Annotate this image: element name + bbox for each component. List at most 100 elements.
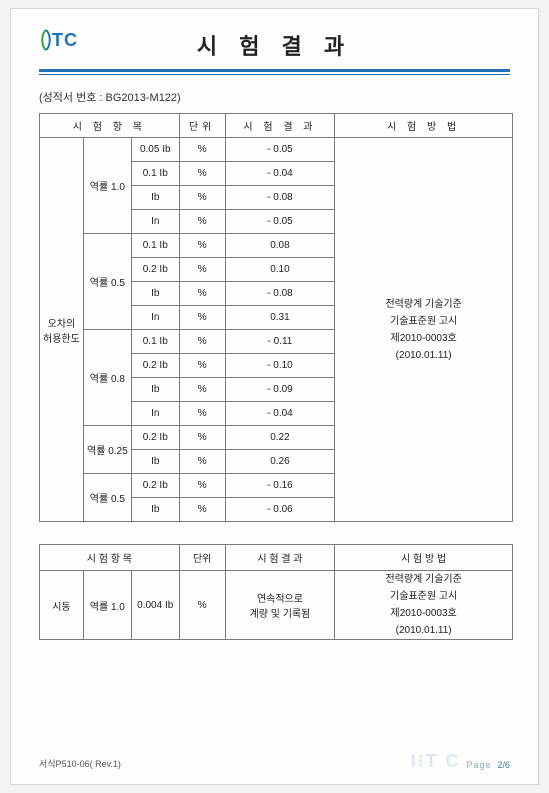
cell-unit: % [179, 210, 225, 234]
cell-unit: % [179, 571, 225, 640]
method-line: 전력량계 기술기준 [335, 296, 512, 313]
cell-unit: % [179, 498, 225, 522]
method-line: 전력량계 기술기준 [335, 571, 512, 588]
cell-load: 0.004 Ib [131, 571, 179, 640]
method-line: 기술표준원 고시 [335, 313, 512, 330]
cell-load: 0.1 Ib [131, 330, 179, 354]
cell-result: 0.10 [225, 258, 335, 282]
cell-result: 0.22 [225, 426, 335, 450]
cell-result: - 0.04 [225, 402, 335, 426]
cell-load: In [131, 210, 179, 234]
header: TC 시 험 결 과 [39, 27, 510, 63]
ktc-logo-mark [39, 29, 53, 51]
col-result: 시 험 결 과 [225, 545, 335, 571]
cell-result: - 0.11 [225, 330, 335, 354]
form-number: 서식P510-06( Rev.1) [39, 757, 121, 770]
report-number-close: ) [177, 92, 181, 104]
cell-result: - 0.05 [225, 210, 335, 234]
footer: 서식P510-06( Rev.1) I⁝T C Page 2/6 [39, 749, 510, 770]
cell-method: 전력량계 기술기준 기술표준원 고시 제2010-0003호 (2010.01.… [335, 571, 513, 640]
cell-result: 0.31 [225, 306, 335, 330]
cell-result: 연속적으로 계량 및 기록됨 [225, 571, 335, 640]
footer-watermark-logo: I⁝T C [411, 751, 461, 772]
cell-result: - 0.08 [225, 282, 335, 306]
cell-load: Ib [131, 282, 179, 306]
cell-load: Ib [131, 498, 179, 522]
cell-load: 0.1 Ib [131, 234, 179, 258]
method-line: 기술표준원 고시 [335, 588, 512, 605]
cell-unit: % [179, 354, 225, 378]
cell-load: 0.2 Ib [131, 426, 179, 450]
ktc-logo-text: TC [52, 30, 78, 51]
cell-result: - 0.10 [225, 354, 335, 378]
page-number: Page 2/6 [466, 760, 510, 770]
cell-result: - 0.16 [225, 474, 335, 498]
cell-result: - 0.04 [225, 162, 335, 186]
cell-power-factor: 역률 0.5 [83, 234, 131, 330]
cell-load: 0.2 Ib [131, 354, 179, 378]
cell-unit: % [179, 138, 225, 162]
cell-result: - 0.06 [225, 498, 335, 522]
cell-power-factor: 역률 0.5 [83, 474, 131, 522]
cell-load: Ib [131, 378, 179, 402]
col-item: 시 험 항 목 [40, 545, 180, 571]
cell-result: 0.08 [225, 234, 335, 258]
cell-pf: 역률 1.0 [83, 571, 131, 640]
method-line: (2010.01.11) [335, 622, 512, 639]
report-number: (성적서 번호 : BG2013-M122) [39, 89, 510, 105]
cell-unit: % [179, 330, 225, 354]
col-unit: 단위 [179, 114, 225, 138]
results-table-2: 시 험 항 목 단위 시 험 결 과 시 험 방 법 시동 역률 1.0 0.0… [39, 544, 513, 640]
table-1-header-row: 시 험 항 목 단위 시 험 결 과 시 험 방 법 [40, 114, 513, 138]
footer-right: I⁝T C Page 2/6 [411, 749, 510, 770]
method-line: 제2010-0003호 [335, 330, 512, 347]
cell-unit: % [179, 282, 225, 306]
cell-unit: % [179, 474, 225, 498]
header-rule-thick [39, 69, 510, 72]
table-2-header-row: 시 험 항 목 단위 시 험 결 과 시 험 방 법 [40, 545, 513, 571]
report-number-value: BG2013-M122 [106, 92, 178, 104]
cell-unit: % [179, 162, 225, 186]
cell-load: Ib [131, 186, 179, 210]
cell-unit: % [179, 234, 225, 258]
cell-result: - 0.08 [225, 186, 335, 210]
cell-unit: % [179, 258, 225, 282]
results-table-1: 시 험 항 목 단위 시 험 결 과 시 험 방 법 오차의허용한도역률 1.0… [39, 113, 513, 522]
cell-power-factor: 역률 0.25 [83, 426, 131, 474]
page-container: TC 시 험 결 과 (성적서 번호 : BG2013-M122) 시 험 항 … [10, 8, 539, 785]
cell-unit: % [179, 402, 225, 426]
page-label: Page [466, 760, 491, 770]
cell-unit: % [179, 450, 225, 474]
table-2-row: 시동 역률 1.0 0.004 Ib % 연속적으로 계량 및 기록됨 전력량계… [40, 571, 513, 640]
col-method: 시 험 방 법 [335, 545, 513, 571]
table-row: 오차의허용한도역률 1.00.05 Ib%- 0.05전력량계 기술기준기술표준… [40, 138, 513, 162]
page-value: 2/6 [497, 760, 510, 770]
cell-load: 0.1 Ib [131, 162, 179, 186]
report-number-label: (성적서 번호 : [39, 92, 106, 104]
cell-result-line2: 계량 및 기록됨 [226, 605, 335, 620]
col-item: 시 험 항 목 [40, 114, 180, 138]
cell-unit: % [179, 378, 225, 402]
cell-power-factor: 역률 0.8 [83, 330, 131, 426]
cell-result: - 0.09 [225, 378, 335, 402]
cell-result: - 0.05 [225, 138, 335, 162]
cell-power-factor: 역률 1.0 [83, 138, 131, 234]
cell-load: Ib [131, 450, 179, 474]
col-method: 시 험 방 법 [335, 114, 513, 138]
cell-load: In [131, 402, 179, 426]
cell-load: In [131, 306, 179, 330]
cell-unit: % [179, 186, 225, 210]
cell-unit: % [179, 306, 225, 330]
cell-load: 0.2 Ib [131, 258, 179, 282]
col-unit: 단위 [179, 545, 225, 571]
method-line: 제2010-0003호 [335, 605, 512, 622]
col-result: 시 험 결 과 [225, 114, 335, 138]
ktc-logo: TC [39, 29, 78, 51]
header-rule-thin [39, 74, 510, 75]
page-title: 시 험 결 과 [197, 29, 352, 61]
cell-category: 시동 [40, 571, 84, 640]
cell-method: 전력량계 기술기준기술표준원 고시제2010-0003호(2010.01.11) [335, 138, 513, 522]
cell-category: 오차의허용한도 [40, 138, 84, 522]
cell-load: 0.05 Ib [131, 138, 179, 162]
method-line: (2010.01.11) [335, 347, 512, 364]
